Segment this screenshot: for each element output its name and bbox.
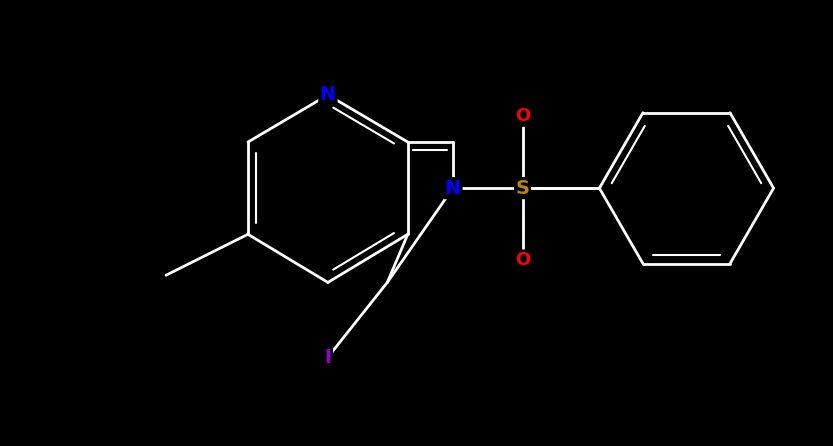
Text: S: S <box>516 179 530 198</box>
Text: N: N <box>445 179 461 198</box>
Text: I: I <box>324 348 332 367</box>
Text: O: O <box>515 107 530 125</box>
Text: O: O <box>515 251 530 269</box>
Text: N: N <box>320 86 336 104</box>
